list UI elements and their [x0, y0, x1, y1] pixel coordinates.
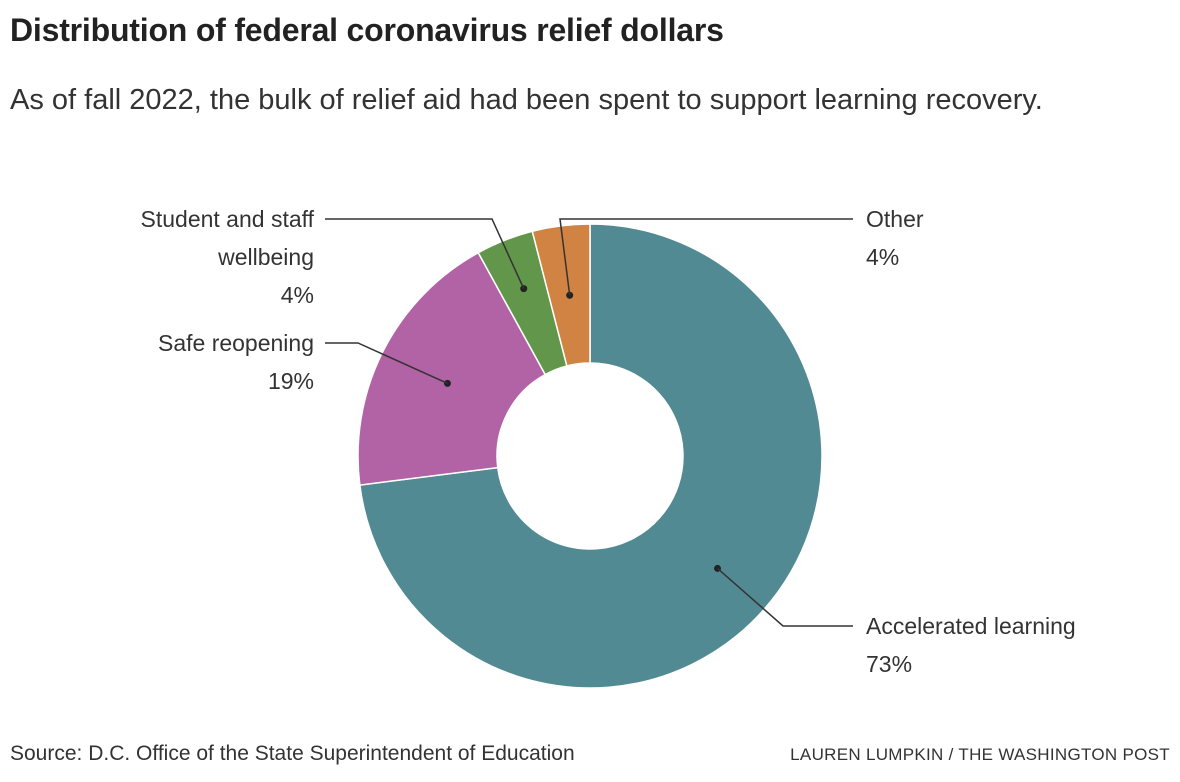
leader-line-safe-reopening [325, 342, 448, 385]
slice-safe-reopening [357, 251, 547, 486]
slice-label-accelerated-learning: Accelerated learning [866, 613, 1076, 639]
chart-title: Distribution of federal coronavirus reli… [10, 12, 724, 48]
slice-accelerated-learning [358, 223, 823, 689]
donut-slices [357, 223, 823, 689]
leader-line-accelerated-learning [717, 567, 853, 627]
slice-value-safe-reopening: 19% [268, 368, 314, 394]
slice-label-student-and-staff-wellbeing: wellbeing [217, 244, 314, 270]
slice-value-student-and-staff-wellbeing: 4% [281, 282, 314, 308]
credit-line: LAUREN LUMPKIN / THE WASHINGTON POST [790, 745, 1170, 764]
source-note: Source: D.C. Office of the State Superin… [10, 742, 575, 765]
leader-line-student-and-staff-wellbeing [325, 218, 525, 289]
leader-line-other [559, 218, 853, 296]
donut-chart: Accelerated learning 73% Safe reopening 19%… [141, 206, 1076, 689]
slice-value-other: 4% [866, 244, 899, 270]
chart-subtitle: As of fall 2022, the bulk of relief aid … [10, 84, 1043, 116]
leader-lines [325, 218, 853, 627]
slice-labels: Accelerated learning 73% Safe reopening 19%… [141, 206, 1076, 677]
slice-label-safe-reopening: Safe reopening [158, 330, 314, 356]
slice-label-other: Other [866, 206, 924, 232]
slice-label-student-and-staff-wellbeing: Student and staff [141, 206, 315, 232]
slice-other [531, 223, 591, 367]
slice-value-accelerated-learning: 73% [866, 651, 912, 677]
